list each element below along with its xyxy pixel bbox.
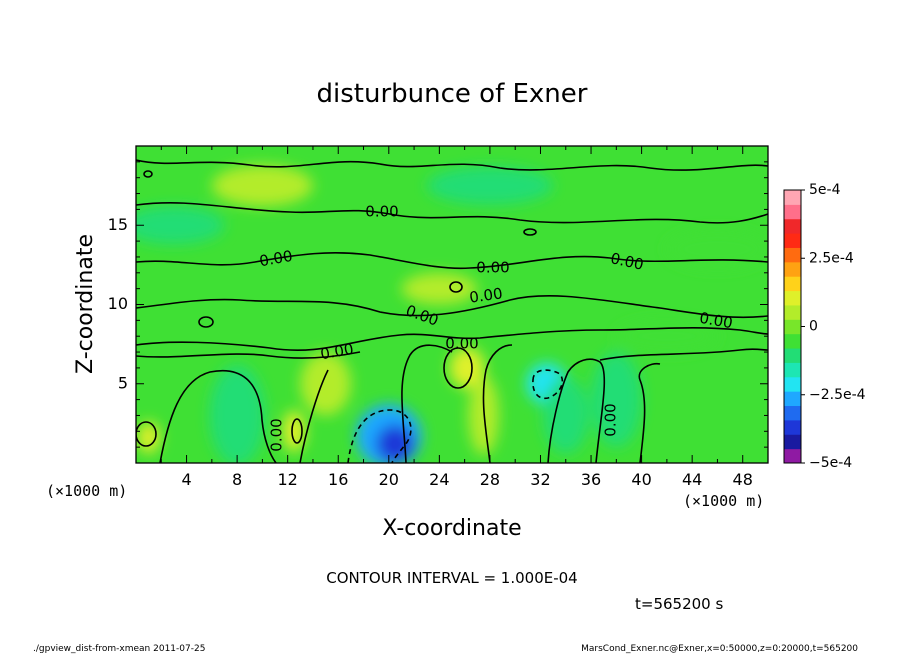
colorbar-swatch xyxy=(784,233,801,248)
contour-line xyxy=(638,362,661,463)
colorbar-swatch xyxy=(784,362,801,378)
field-blob xyxy=(666,230,768,269)
contour-line xyxy=(136,351,361,359)
colorbar-swatch xyxy=(784,348,801,363)
x-tick-label: 20 xyxy=(379,470,399,489)
contour-line xyxy=(143,170,153,178)
time-label: t=565200 s xyxy=(635,595,723,613)
field-blob xyxy=(300,352,351,416)
contour-labels: 0.000.00 0.00 0.000.000.00 0.000.00 0.000.00… xyxy=(258,203,734,452)
contour-line xyxy=(547,358,606,463)
x-tick-label: 8 xyxy=(232,470,242,489)
contour-label: 0.00 xyxy=(602,403,620,436)
colorbar-swatch xyxy=(784,190,801,205)
contour-line xyxy=(198,316,214,328)
x-tick-label: 24 xyxy=(429,470,449,489)
y-tick-label: 15 xyxy=(108,215,128,234)
colorbar-swatch xyxy=(784,319,801,335)
contour-line xyxy=(136,252,768,270)
colorbar-swatch xyxy=(784,434,801,450)
colorbar-swatch xyxy=(784,290,801,306)
colorbar-swatch xyxy=(784,276,801,292)
x-tick-label: 28 xyxy=(480,470,500,489)
contour-label: 0.00 xyxy=(258,247,294,271)
contour-line xyxy=(291,418,303,444)
contour-label: 0.00 xyxy=(476,259,509,277)
contour-line xyxy=(159,370,277,463)
contour-line xyxy=(136,202,768,224)
contour-line xyxy=(136,421,157,447)
field-blob xyxy=(401,272,478,305)
contour-line xyxy=(401,344,453,463)
contour-line xyxy=(443,347,473,389)
x-unit-label-left: (×1000 m) xyxy=(46,482,127,500)
field-blob xyxy=(137,421,161,454)
contour-label: 0.00 xyxy=(445,335,478,353)
x-axis: 4 8 12 16 20 24 28 32 36 40 44 48 xyxy=(160,146,769,489)
field-blob xyxy=(543,377,589,454)
x-unit-label-right: (×1000 m) xyxy=(683,492,764,510)
colorbar-swatch xyxy=(784,261,801,277)
contour-interval-label: CONTOUR INTERVAL = 1.000E-04 xyxy=(326,569,577,587)
y-tick-label: 5 xyxy=(118,373,128,392)
colorbar-swatch xyxy=(784,218,801,234)
field-blob xyxy=(426,166,554,205)
colorbar-tick-label: −2.5e-4 xyxy=(809,387,866,403)
colorbar-swatch xyxy=(784,333,801,349)
field-blob xyxy=(136,206,225,245)
field-blob xyxy=(211,165,313,207)
colorbar-swatch xyxy=(784,391,801,407)
x-tick-label: 12 xyxy=(278,470,298,489)
field-blob xyxy=(209,364,265,463)
chart-title: disturbunce of Exner xyxy=(317,79,588,109)
colorbar-swatch xyxy=(784,304,801,320)
contour-label: 0.00 xyxy=(319,340,355,364)
x-tick-label: 16 xyxy=(328,470,348,489)
contour-line xyxy=(599,348,768,361)
colorbar-tick-label: 0 xyxy=(809,319,818,335)
contour-line xyxy=(449,281,463,293)
contour-line-negative xyxy=(347,409,412,463)
colorbar-swatch xyxy=(784,204,801,220)
y-axis: 5 10 15 xyxy=(108,161,768,448)
contour-lines xyxy=(136,159,768,463)
x-tick-label: 32 xyxy=(530,470,550,489)
contour-label: 0.00 xyxy=(365,203,398,221)
contour-line xyxy=(136,159,768,171)
x-tick-label: 44 xyxy=(682,470,702,489)
contour-line-negative xyxy=(532,369,564,400)
contour-label: 0.00 xyxy=(698,309,734,333)
field-blob xyxy=(449,347,485,389)
x-axis-label: X-coordinate xyxy=(382,516,521,541)
source-label: MarsCond_Exner.nc@Exner,x=0:50000,z=0:20… xyxy=(581,644,858,654)
contour-line xyxy=(136,295,768,319)
contour-label: 0.00 xyxy=(468,284,504,306)
contour-line xyxy=(136,326,768,351)
colorbar-tick-label: 2.5e-4 xyxy=(809,250,854,266)
plot-area: 0.000.00 0.00 0.000.000.00 0.000.00 0.000.00… xyxy=(135,145,769,464)
colorbar-swatch xyxy=(784,405,801,421)
script-label: ./gpview_dist-from-xmean 2011-07-25 xyxy=(33,644,205,654)
colorbar-swatch xyxy=(784,448,801,464)
colorbar-tick-label: −5e-4 xyxy=(809,455,852,471)
contour-line xyxy=(482,344,513,463)
x-tick-label: 36 xyxy=(581,470,601,489)
colorbar-tick-label: 5e-4 xyxy=(809,182,841,198)
x-tick-label: 40 xyxy=(631,470,651,489)
contour-label: 0.00 xyxy=(268,418,286,451)
contour-line xyxy=(299,369,329,463)
contour-line xyxy=(523,228,537,236)
colorbar: 5e-4 2.5e-4 0 −2.5e-4 −5e-4 xyxy=(783,182,866,471)
y-tick-label: 10 xyxy=(108,294,128,313)
colorbar-swatch xyxy=(784,419,801,435)
x-tick-label: 4 xyxy=(181,470,191,489)
y-axis-label: Z-coordinate xyxy=(73,234,98,374)
colorbar-swatch xyxy=(784,376,801,392)
colorbar-swatch xyxy=(784,247,801,263)
x-tick-label: 48 xyxy=(733,470,753,489)
